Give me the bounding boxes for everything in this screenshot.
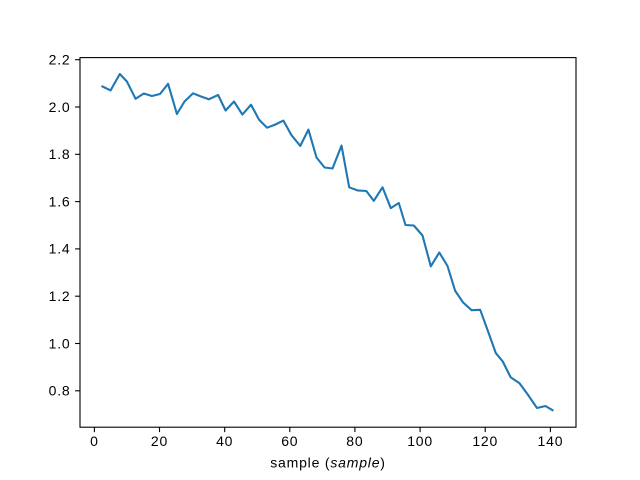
svg-text:sample (sample): sample (sample) xyxy=(270,455,386,471)
svg-text:20: 20 xyxy=(151,433,168,449)
svg-text:1.0: 1.0 xyxy=(49,335,71,351)
svg-text:1.8: 1.8 xyxy=(49,146,71,162)
svg-text:0.8: 0.8 xyxy=(49,383,71,399)
svg-text:0: 0 xyxy=(90,433,99,449)
svg-text:120: 120 xyxy=(472,433,498,449)
svg-text:80: 80 xyxy=(346,433,363,449)
svg-text:2.0: 2.0 xyxy=(49,99,71,115)
svg-text:60: 60 xyxy=(281,433,298,449)
svg-text:140: 140 xyxy=(538,433,564,449)
svg-text:100: 100 xyxy=(407,433,433,449)
svg-text:1.2: 1.2 xyxy=(49,288,71,304)
svg-text:2.2: 2.2 xyxy=(49,52,71,68)
svg-text:1.4: 1.4 xyxy=(49,241,71,257)
svg-text:40: 40 xyxy=(216,433,233,449)
svg-text:1.6: 1.6 xyxy=(49,193,71,209)
